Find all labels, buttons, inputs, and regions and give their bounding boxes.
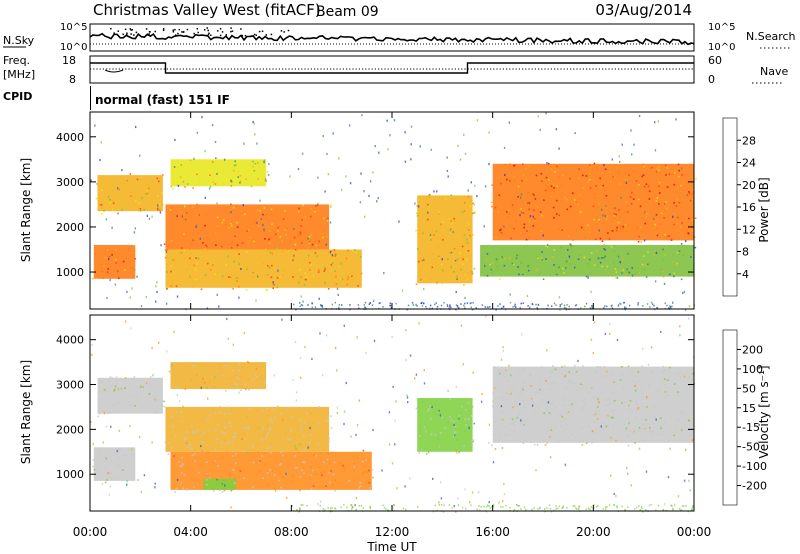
- power-ytick-label-2: 3000: [56, 176, 84, 189]
- velocity-echo-region-5: [203, 478, 236, 490]
- velocity-y-label: Slant Range [km]: [19, 360, 33, 464]
- nave-label: Nave: [760, 65, 788, 78]
- cpid-mode: normal (fast) 151 IF: [95, 93, 230, 107]
- velocity-colorbar-tick-6: -100: [742, 460, 767, 473]
- power-y-axis: 1000 2000 3000 4000: [56, 131, 694, 279]
- nsearch-tick-low: 10^0: [708, 42, 735, 53]
- power-y-label: Slant Range [km]: [19, 158, 33, 262]
- frequency-panel: Freq. [MHz] 18 8 60 0 Nave: [3, 54, 788, 86]
- velocity-echo-region-4: [170, 451, 372, 490]
- velocity-ytick-label-3: 4000: [56, 334, 84, 347]
- x-tick-label-5: 20:00: [576, 525, 611, 539]
- x-tick-label-0: 00:00: [73, 525, 108, 539]
- velocity-ytick-label-2: 3000: [56, 379, 84, 392]
- velocity-echo-region-1: [97, 377, 163, 414]
- x-tick-label-2: 08:00: [274, 525, 309, 539]
- power-ytick-label-1: 2000: [56, 221, 84, 234]
- freq-trace: [90, 62, 694, 74]
- power-echo-region-5: [417, 195, 473, 284]
- x-tick-label-3: 12:00: [375, 525, 410, 539]
- nsky-tick-high: 10^5: [60, 22, 87, 33]
- velocity-echo-region-2: [165, 406, 330, 452]
- time-x-axis: 00:00 04:00 08:00 12:00 16:00 20:00 00:00: [73, 112, 712, 539]
- velocity-echo-region-6: [417, 398, 473, 452]
- velocity-colorbar-tick-7: -200: [742, 480, 767, 493]
- station-title: Christmas Valley West (fitACF): [93, 1, 321, 19]
- nave-tick-low: 0: [708, 73, 715, 86]
- velocity-colorbar-tick-0: 200: [742, 343, 763, 356]
- power-colorbar-tick-0: 28: [742, 134, 756, 147]
- velocity-ytick-label-0: 1000: [56, 468, 84, 481]
- power-heatmap: [90, 112, 697, 311]
- freq-label: Freq.: [3, 54, 30, 67]
- cpid-label: CPID: [3, 90, 32, 103]
- nsky-trace: [89, 27, 695, 46]
- sky-noise-panel: N.Sky 10^5 10^0 10^5 10^0 N.Search: [3, 22, 796, 53]
- power-colorbar-tick-2: 20: [742, 179, 756, 192]
- nsky-label: N.Sky: [3, 34, 35, 47]
- velocity-heatmap: [90, 315, 695, 513]
- nsearch-label: N.Search: [746, 30, 796, 43]
- nave-tick-high: 60: [708, 54, 722, 67]
- velocity-echo-region-0: [93, 447, 136, 481]
- power-echo-region-1: [97, 175, 163, 212]
- cpid-row: CPID normal (fast) 151 IF: [3, 86, 230, 110]
- power-echo-region-2: [165, 204, 330, 250]
- velocity-ytick-label-1: 2000: [56, 423, 84, 436]
- velocity-colorbar-tick-3: 15: [742, 402, 756, 415]
- velocity-colorbar-tick-5: -50: [742, 441, 760, 454]
- power-colorbar-tick-3: 16: [742, 201, 756, 214]
- x-tick-label-4: 16:00: [475, 525, 510, 539]
- freq-tick-high: 18: [62, 54, 76, 67]
- beam-label: Beam 09: [316, 4, 379, 20]
- x-tick-label-1: 04:00: [173, 525, 208, 539]
- x-axis-label: Time UT: [366, 540, 417, 554]
- velocity-echo-region-3: [170, 362, 267, 389]
- power-echo-region-4: [165, 249, 362, 288]
- nsearch-tick-high: 10^5: [708, 22, 735, 33]
- power-echo-region-3: [170, 159, 267, 187]
- velocity-colorbar-tick-4: -15: [742, 421, 760, 434]
- power-panel: 1000 2000 3000 4000 Slant Range [km] 28 24 20…: [19, 111, 771, 311]
- velocity-colorbar-tick-1: 100: [742, 363, 763, 376]
- power-echo-region-6: [492, 163, 694, 241]
- date-label: 03/Aug/2014: [595, 1, 692, 19]
- velocity-colorbar-label: Velocity [m s⁻¹]: [757, 365, 771, 458]
- power-ytick-label-3: 4000: [56, 131, 84, 144]
- nsky-tick-low: 10^0: [60, 42, 87, 53]
- velocity-colorbar-tick-2: 50: [742, 382, 756, 395]
- power-echo-region-7: [480, 245, 694, 277]
- freq-unit-label: [MHz]: [3, 68, 35, 81]
- power-colorbar-tick-5: 8: [742, 246, 749, 259]
- velocity-echo-region-7: [492, 366, 694, 443]
- velocity-panel: 1000 2000 3000 4000 Slant Range [km] 200 100…: [19, 112, 771, 554]
- velocity-colorbar: 200 100 50 15 -15 -50 -100 -200: [722, 329, 767, 506]
- x-tick-label-6: 00:00: [677, 525, 712, 539]
- power-colorbar-label: Power [dB]: [757, 177, 771, 242]
- freq-tick-low: 8: [69, 73, 76, 86]
- velocity-y-axis: 1000 2000 3000 4000: [56, 334, 694, 481]
- power-colorbar: 28 24 20 16 12 8 4: [722, 117, 756, 297]
- power-echo-region-0: [93, 245, 136, 279]
- power-colorbar-tick-1: 24: [742, 157, 756, 170]
- power-colorbar-tick-4: 12: [742, 223, 756, 236]
- power-colorbar-tick-6: 4: [742, 268, 749, 281]
- power-ytick-label-0: 1000: [56, 266, 84, 279]
